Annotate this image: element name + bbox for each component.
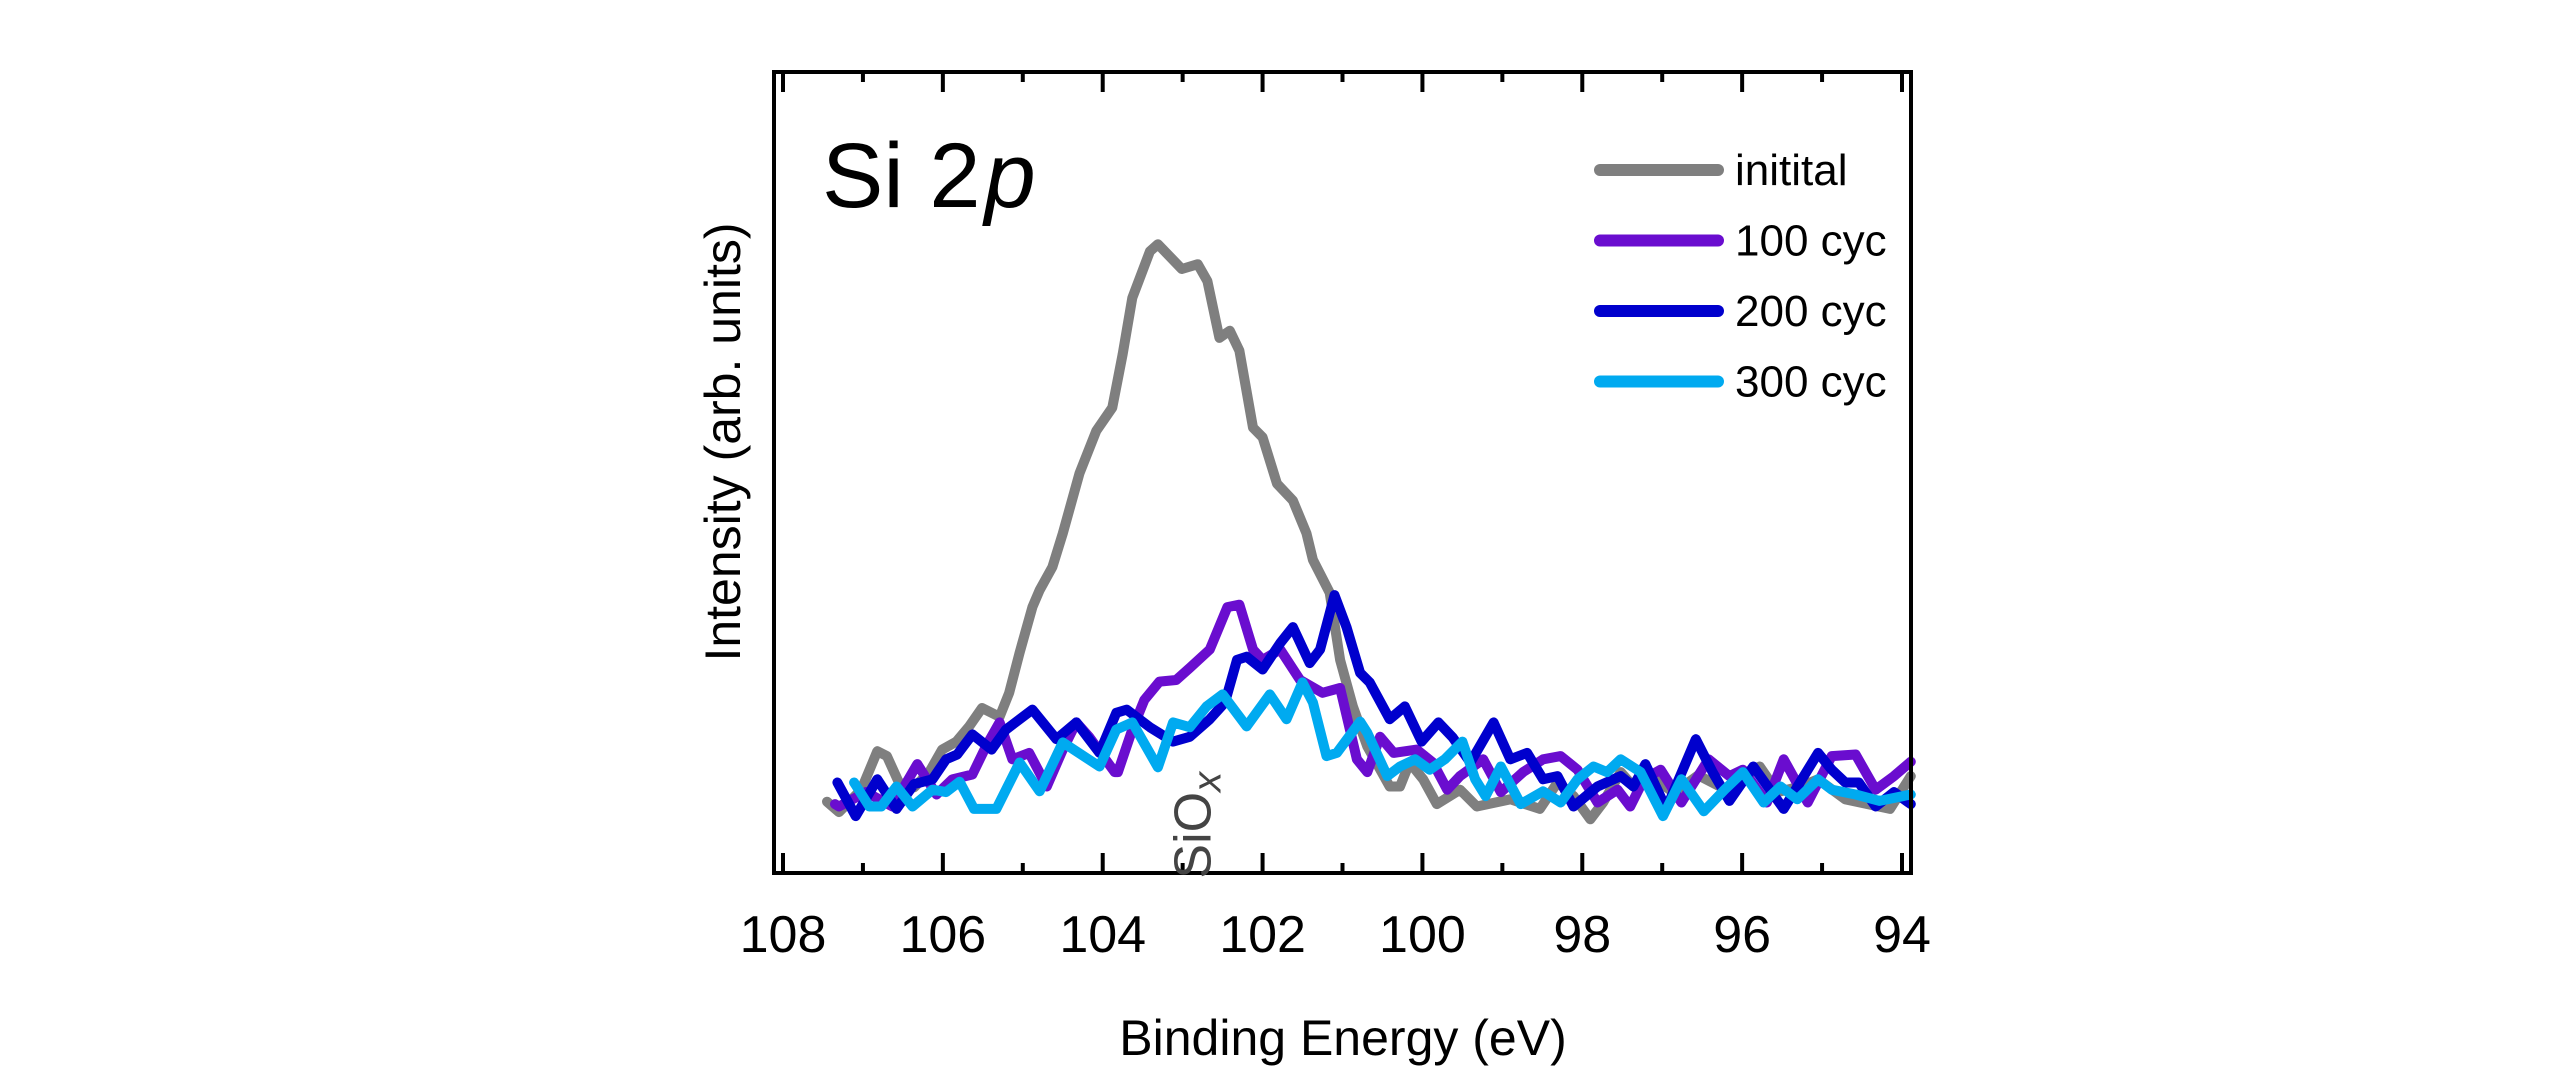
series-layer (822, 239, 1916, 825)
x-axis-title: Binding Energy (eV) (1119, 1010, 1566, 1066)
ticks-layer (781, 72, 1904, 873)
legend-label: 200 cyc (1735, 287, 1887, 336)
legend-item: 300 cyc (1594, 358, 1887, 407)
x-tick-label: 102 (1219, 906, 1306, 964)
series-line-300-cyc (849, 677, 1916, 822)
x-tick-label: 108 (740, 906, 827, 964)
siox-annotation-subscript: x (1186, 770, 1230, 794)
x-tick-label: 104 (1059, 906, 1146, 964)
legend-label: 300 cyc (1735, 358, 1887, 407)
series-line-100-cyc (830, 599, 1916, 812)
tick-labels-layer: 108 106 104 102 100 98 96 94 (740, 906, 1931, 964)
legend-label: initital (1735, 146, 1848, 195)
panel-label-main: Si 2 (822, 125, 981, 227)
x-tick-label: 94 (1873, 906, 1931, 964)
legend-label: 100 cyc (1735, 217, 1887, 266)
siox-annotation-main: SiO (1165, 792, 1223, 879)
y-axis-title: Intensity (arb. units) (695, 222, 751, 661)
x-tick-label: 96 (1713, 906, 1771, 964)
legend-item: initital (1594, 146, 1848, 195)
legend-item: 200 cyc (1594, 287, 1887, 336)
panel-label: Si 2p (822, 125, 1036, 227)
panel-label-italic: p (982, 125, 1036, 227)
series-line-200-cyc (832, 590, 1916, 822)
x-tick-label: 98 (1553, 906, 1611, 964)
legend-item: 100 cyc (1594, 217, 1887, 266)
legend: initital 100 cyc 200 cyc 300 cyc (1594, 146, 1887, 407)
x-tick-label: 100 (1379, 906, 1466, 964)
x-tick-label: 106 (899, 906, 986, 964)
siox-annotation: SiOx (1165, 770, 1230, 879)
